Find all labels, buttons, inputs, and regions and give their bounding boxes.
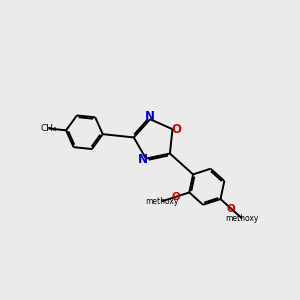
Text: O: O (171, 192, 180, 202)
Text: O: O (171, 123, 181, 136)
Text: N: N (145, 110, 154, 123)
Text: O: O (227, 204, 236, 214)
Text: methoxy: methoxy (226, 214, 259, 223)
Text: methoxy: methoxy (145, 197, 178, 206)
Text: CH₃: CH₃ (40, 124, 57, 133)
Text: N: N (137, 153, 147, 166)
